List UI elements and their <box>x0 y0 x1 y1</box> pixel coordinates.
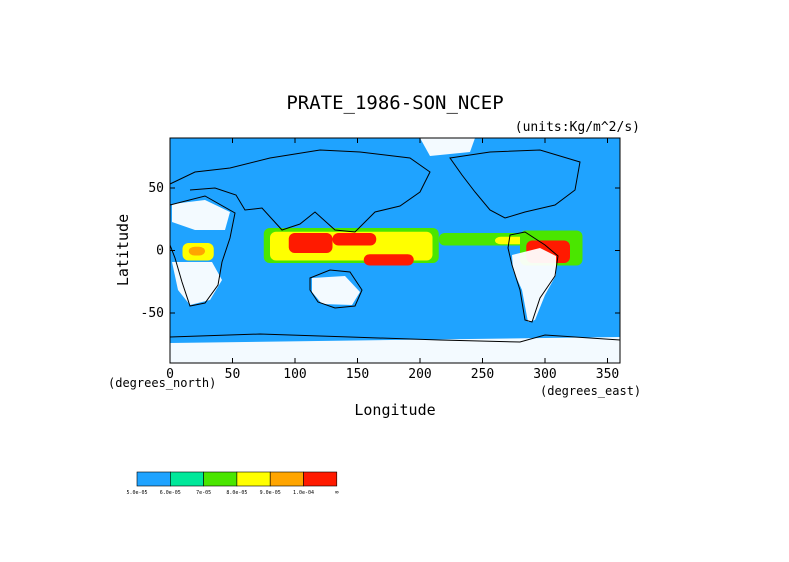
units-label: (units:Kg/m^2/s) <box>515 120 640 135</box>
colorbar-swatch <box>236 471 271 487</box>
y-tick-label: 0 <box>156 244 164 259</box>
precip-region-6 <box>495 236 527 245</box>
colorbar-top-label: ∞ <box>335 489 339 496</box>
colorbar-label: 5.0e-05 <box>126 490 147 496</box>
coastline-australia <box>309 269 363 309</box>
x-unit-note: (degrees_east) <box>540 384 641 398</box>
arctic-land <box>420 138 475 156</box>
x-axis-label: Longitude <box>354 401 435 419</box>
colorbar-swatch <box>136 471 171 487</box>
colorbar-swatch <box>203 471 238 487</box>
colorbar-label: 6.0e-05 <box>160 490 181 496</box>
antarctica-land <box>170 337 620 363</box>
land-masses <box>170 138 620 363</box>
coastline-north-america <box>449 149 581 219</box>
colorbar-swatch <box>303 471 338 487</box>
colorbar-label: 9.0e-05 <box>260 490 281 496</box>
africa-south-land <box>172 262 222 305</box>
coastline-africa <box>169 195 236 307</box>
x-tick-label: 150 <box>346 367 369 382</box>
colorbar: 5.0e-05 6.0e-05 7e-05 8.0e-05 9.0e-05 1.0e-04… <box>126 471 339 496</box>
x-tick-label: 250 <box>471 367 494 382</box>
axis-ticks: 0 50 100 150 200 250 300 350 -50 0 50 <box>141 138 620 382</box>
y-unit-note: (degrees_north) <box>108 376 216 390</box>
coastline-south-america <box>507 231 559 323</box>
precip-region-10 <box>188 246 205 256</box>
x-tick-label: 350 <box>596 367 619 382</box>
australia-land <box>312 276 360 305</box>
colorbar-swatch <box>170 471 204 487</box>
y-tick-label: 50 <box>148 181 164 196</box>
x-tick-label: 50 <box>225 367 241 382</box>
coastline-antarctica <box>169 333 621 343</box>
colorbar-swatch <box>269 471 304 487</box>
south-america-land <box>512 248 556 322</box>
x-tick-label: 200 <box>408 367 431 382</box>
plot-area: 0 50 100 150 200 250 300 350 -50 0 50 <box>141 137 621 382</box>
precip-region-3 <box>332 233 377 246</box>
coastline-eurasia <box>169 149 431 233</box>
y-tick-label: -50 <box>141 306 164 321</box>
north-africa-land <box>172 200 230 230</box>
x-tick-label: 300 <box>533 367 556 382</box>
x-tick-label: 0 <box>166 367 174 382</box>
precip-region-2 <box>288 233 333 253</box>
x-tick-label: 100 <box>283 367 306 382</box>
colorbar-label: 7e-05 <box>196 490 211 496</box>
coastlines <box>169 149 621 343</box>
colorbar-label: 8.0e-05 <box>226 490 247 496</box>
precip-region-4 <box>363 254 414 266</box>
colorbar-label: 1.0e-04 <box>293 490 314 496</box>
chart-title: PRATE_1986-SON_NCEP <box>286 92 503 114</box>
y-axis-label: Latitude <box>114 214 132 286</box>
